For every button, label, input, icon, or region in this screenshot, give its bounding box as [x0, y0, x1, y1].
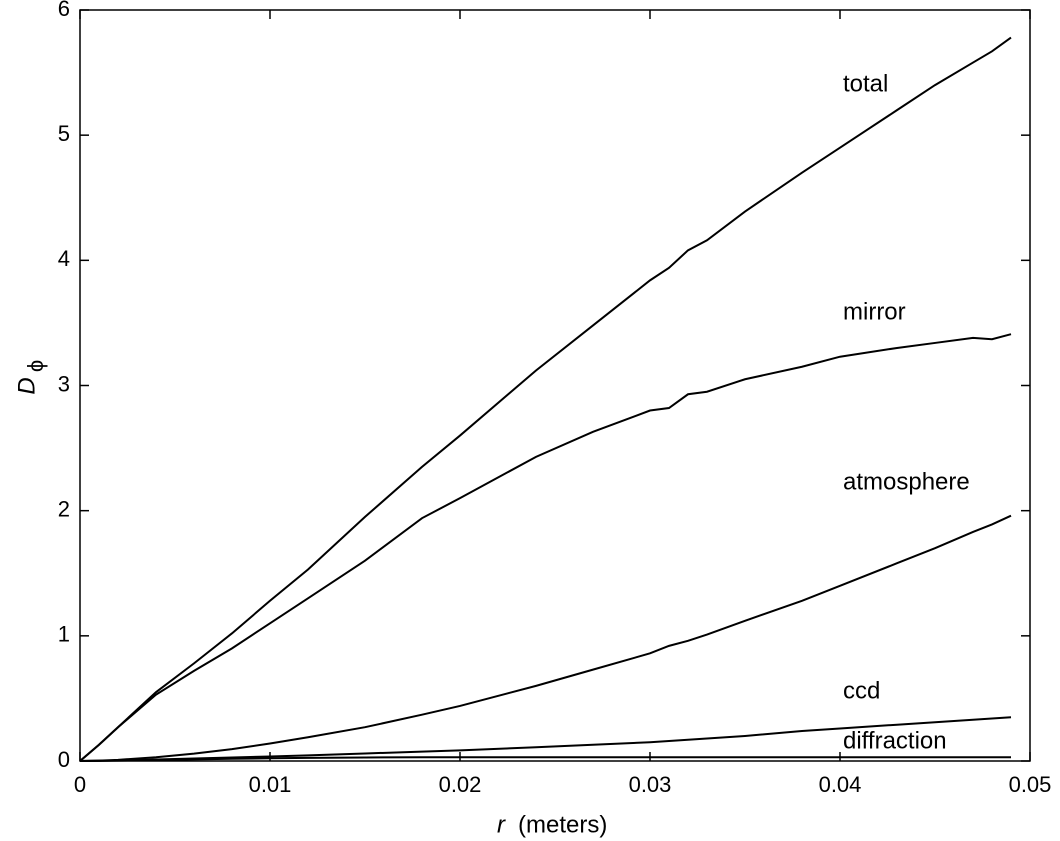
y-axis-label: D	[13, 377, 40, 394]
line	[79, 514, 1012, 762]
y-tick-label: 6	[58, 0, 70, 21]
x-tick-label: 0.02	[439, 772, 482, 797]
x-tick-label: 0.05	[1009, 772, 1052, 797]
plot-frame	[79, 9, 1031, 762]
x-tick-label: 0.03	[629, 772, 672, 797]
x-axis-variable: r	[497, 811, 506, 838]
y-tick-label: 4	[58, 246, 70, 271]
series-label: ccd	[843, 677, 880, 704]
y-axis-subscript: ϕ	[23, 360, 48, 372]
series-label: mirror	[843, 298, 906, 325]
x-tick-label: 0.04	[819, 772, 862, 797]
series-label: atmosphere	[843, 468, 970, 495]
y-tick-label: 5	[58, 121, 70, 146]
x-axis-label: (meters)	[518, 811, 607, 838]
y-tick-label: 3	[58, 371, 70, 396]
y-axis-label-group: D ϕ	[13, 360, 47, 395]
y-tick-label: 2	[58, 496, 70, 521]
y-tick-label: 1	[58, 622, 70, 647]
line	[79, 333, 1012, 762]
line	[79, 36, 1012, 762]
x-tick-label: 0.01	[249, 772, 292, 797]
series-label: total	[843, 70, 888, 97]
x-tick-label: 0	[74, 772, 86, 797]
series-label: diffraction	[843, 727, 947, 754]
y-tick-label: 0	[58, 747, 70, 772]
line	[79, 756, 1011, 762]
